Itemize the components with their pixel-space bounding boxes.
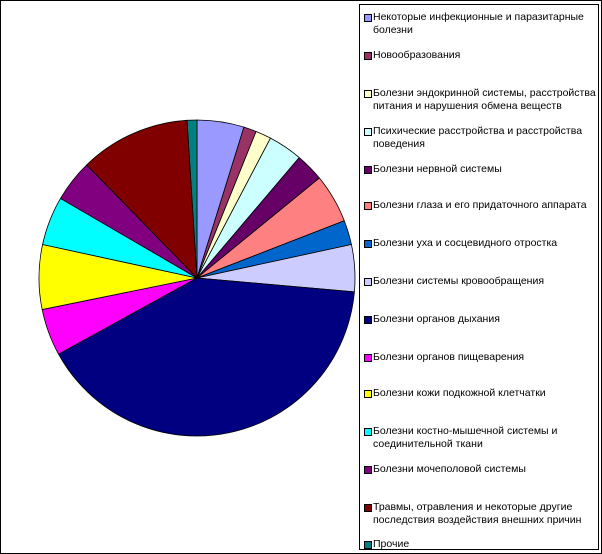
legend-item-5: Болезни нервной системы <box>364 163 596 176</box>
legend-swatch-13 <box>364 466 372 474</box>
pie-slice-14 <box>86 119 198 280</box>
legend-swatch-9 <box>364 316 372 324</box>
legend-label-8: Болезни системы кровообращения <box>373 275 545 287</box>
legend-item-1: Некоторые инфекционные и паразитарные бо… <box>364 11 596 37</box>
legend-label-3: Болезни эндокринной системы, расстройств… <box>373 87 596 112</box>
legend-item-12: Болезни костно-мышечной системы и соедин… <box>364 425 596 451</box>
pie-slice-15 <box>186 119 198 279</box>
legend-item-6: Болезни глаза и его придаточного аппарат… <box>364 199 596 212</box>
legend-label-13: Болезни мочеполовой системы <box>373 463 526 475</box>
legend-label-12: Болезни костно-мышечной системы и соедин… <box>373 425 558 450</box>
legend: Некоторые инфекционные и паразитарные бо… <box>359 4 599 550</box>
legend-item-13: Болезни мочеполовой системы <box>364 463 596 476</box>
legend-swatch-11 <box>364 390 372 398</box>
legend-item-4: Психические расстройства и расстройства … <box>364 125 596 151</box>
legend-swatch-1 <box>364 14 372 22</box>
legend-item-10: Болезни органов пищеварения <box>364 351 596 364</box>
legend-item-9: Болезни органов дыхания <box>364 313 596 326</box>
legend-item-15: Прочие <box>364 538 596 551</box>
pie-slice-9 <box>57 277 355 437</box>
legend-item-2: Новообразования <box>364 49 596 62</box>
legend-item-3: Болезни эндокринной системы, расстройств… <box>364 87 596 113</box>
legend-label-14: Травмы, отравления и некоторые другие по… <box>373 501 582 526</box>
legend-item-7: Болезни уха и сосцевидного отростка <box>364 237 596 250</box>
legend-label-9: Болезни органов дыхания <box>373 313 500 325</box>
legend-swatch-2 <box>364 52 372 60</box>
legend-item-14: Травмы, отравления и некоторые другие по… <box>364 501 596 527</box>
legend-swatch-15 <box>364 541 372 549</box>
legend-label-11: Болезни кожи подкожной клетчатки <box>373 387 546 399</box>
legend-swatch-7 <box>364 240 372 248</box>
legend-label-7: Болезни уха и сосцевидного отростка <box>373 237 558 249</box>
legend-label-4: Психические расстройства и расстройства … <box>373 125 583 150</box>
legend-swatch-5 <box>364 166 372 174</box>
legend-swatch-4 <box>364 128 372 136</box>
legend-label-1: Некоторые инфекционные и паразитарные бо… <box>373 11 584 36</box>
pie-chart <box>38 119 356 437</box>
legend-swatch-8 <box>364 278 372 286</box>
legend-item-8: Болезни системы кровообращения <box>364 275 596 288</box>
legend-swatch-6 <box>364 202 372 210</box>
legend-swatch-14 <box>364 504 372 512</box>
legend-swatch-12 <box>364 428 372 436</box>
legend-label-15: Прочие <box>373 538 410 550</box>
legend-label-10: Болезни органов пищеварения <box>373 351 525 363</box>
legend-swatch-10 <box>364 354 372 362</box>
legend-item-11: Болезни кожи подкожной клетчатки <box>364 387 596 400</box>
legend-swatch-3 <box>364 90 372 98</box>
legend-label-6: Болезни глаза и его придаточного аппарат… <box>373 199 587 211</box>
legend-label-5: Болезни нервной системы <box>373 163 502 175</box>
legend-label-2: Новообразования <box>373 49 461 61</box>
